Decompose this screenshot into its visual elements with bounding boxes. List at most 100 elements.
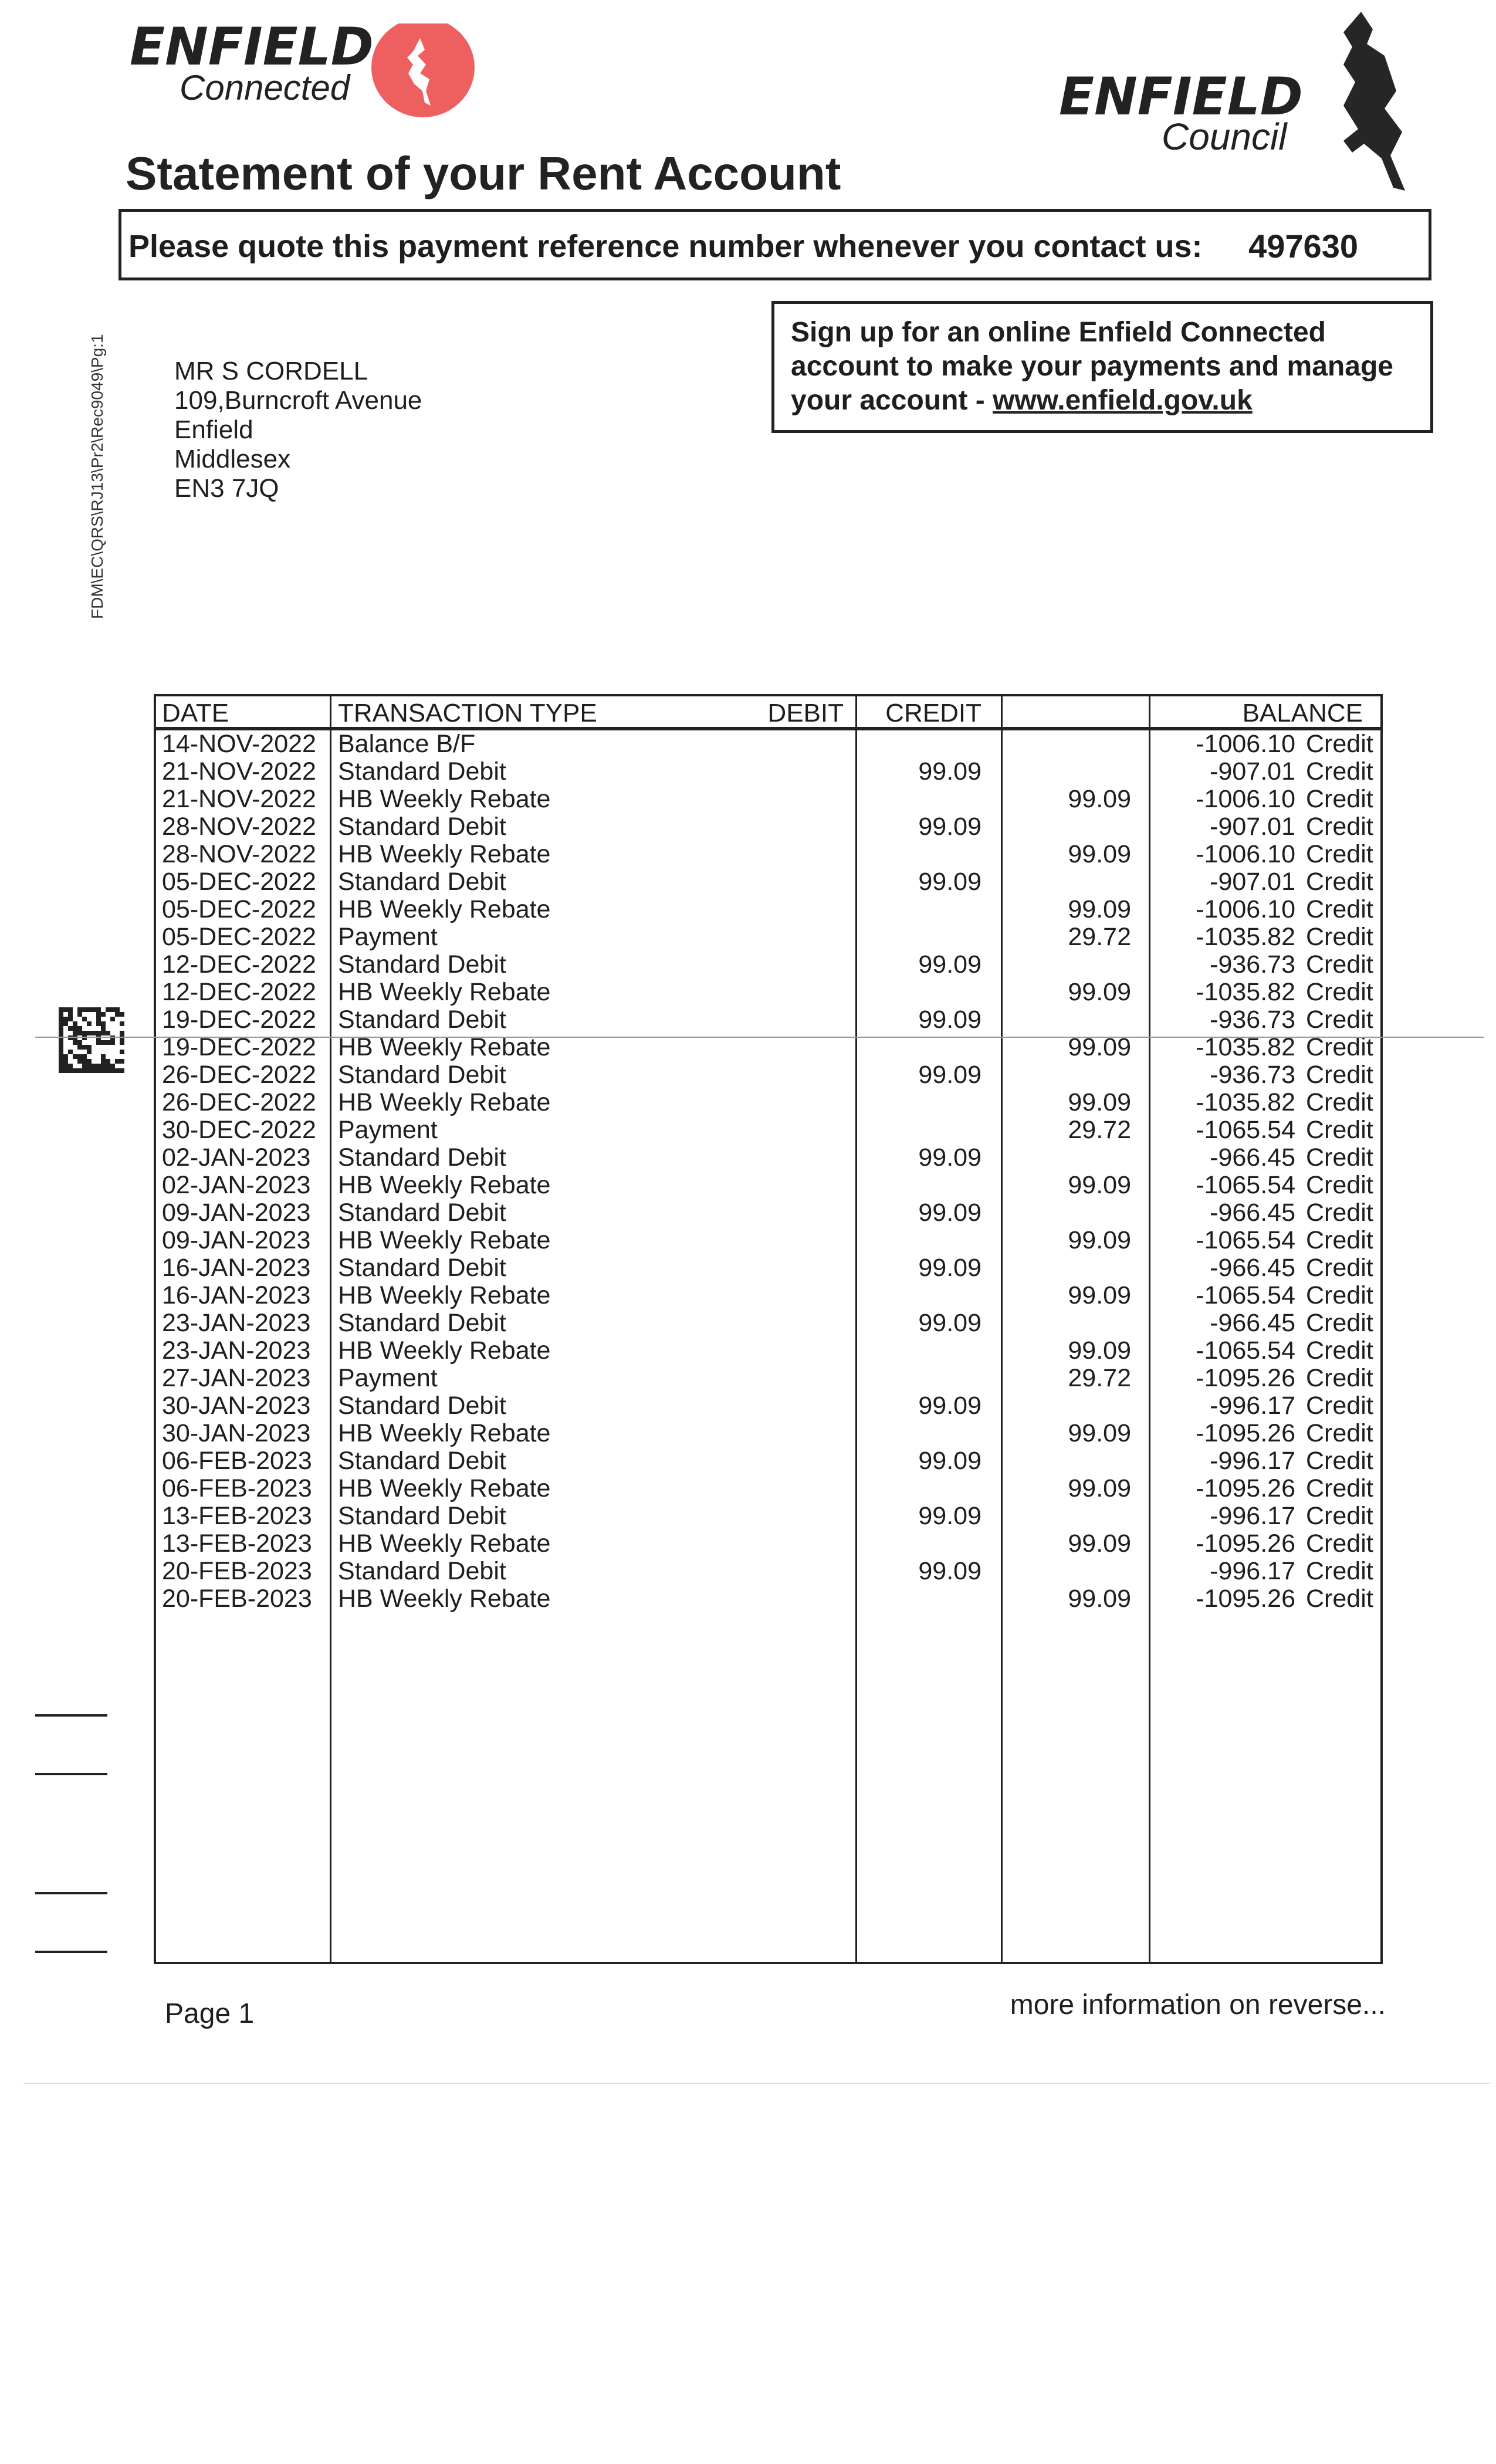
cell-date: 23-JAN-2023 [162, 1309, 311, 1337]
cell-suffix: Credit [1306, 1447, 1373, 1475]
svg-text:ENFIELD: ENFIELD [130, 23, 374, 77]
header-balance: BALANCE [1242, 699, 1363, 727]
cell-date: 02-JAN-2023 [162, 1171, 311, 1199]
signup-text: Sign up for an online Enfield Connected … [791, 317, 1393, 416]
cell-credit: 99.09 [1068, 1171, 1131, 1199]
cell-suffix: Credit [1306, 1171, 1373, 1199]
cell-balance: -1095.26 [1196, 1529, 1295, 1558]
header-credit: CREDIT [885, 699, 981, 727]
cell-date: 13-FEB-2023 [162, 1529, 312, 1558]
cell-type: Payment [338, 923, 438, 951]
cell-type: HB Weekly Rebate [338, 895, 551, 923]
table-row: 20-FEB-2023 Standard Debit 99.09 -996.17 Cre… [156, 1558, 1380, 1585]
cell-balance: -1035.82 [1196, 1033, 1295, 1061]
cell-type: Standard Debit [338, 1254, 506, 1282]
document-code: FDM\EC\QRS\RJ13\Pr2\Rec9049\Pg:1 [88, 334, 106, 619]
cell-credit: 29.72 [1068, 1116, 1131, 1144]
cell-balance: -1006.10 [1196, 840, 1295, 868]
cell-type: Standard Debit [338, 1502, 506, 1530]
cell-debit: 99.09 [918, 1392, 981, 1420]
cell-credit: 99.09 [1068, 1585, 1131, 1613]
cell-type: Balance B/F [338, 730, 476, 758]
cell-suffix: Credit [1306, 730, 1373, 758]
cell-type: Standard Debit [338, 813, 506, 841]
cell-type: HB Weekly Rebate [338, 1281, 551, 1309]
cell-credit: 99.09 [1068, 1474, 1131, 1502]
cell-date: 27-JAN-2023 [162, 1364, 311, 1392]
cell-balance: -1035.82 [1196, 978, 1295, 1006]
table-header: DATE TRANSACTION TYPE DEBIT CREDIT BALAN… [156, 696, 1380, 730]
cell-suffix: Credit [1306, 1309, 1373, 1337]
cell-credit: 29.72 [1068, 923, 1131, 951]
cell-type: HB Weekly Rebate [338, 1088, 551, 1116]
cell-credit: 99.09 [1068, 1033, 1131, 1061]
cell-type: Standard Debit [338, 868, 506, 896]
cell-debit: 99.09 [918, 1199, 981, 1227]
cell-date: 06-FEB-2023 [162, 1447, 312, 1475]
page-number: Page 1 [165, 1998, 255, 2029]
cell-type: HB Weekly Rebate [338, 1171, 551, 1199]
cell-date: 16-JAN-2023 [162, 1254, 311, 1282]
reference-label: Please quote this payment reference numb… [128, 229, 1203, 264]
cell-type: HB Weekly Rebate [338, 1336, 551, 1365]
cell-suffix: Credit [1306, 978, 1373, 1006]
table-row: 28-NOV-2022 Standard Debit 99.09 -907.01 Cre… [156, 813, 1380, 841]
cell-balance: -996.17 [1210, 1392, 1295, 1420]
cell-type: Standard Debit [338, 1447, 506, 1475]
cell-type: Standard Debit [338, 1199, 506, 1227]
cell-credit: 99.09 [1068, 1529, 1131, 1558]
cell-suffix: Credit [1306, 1226, 1373, 1254]
table-row: 28-NOV-2022 HB Weekly Rebate 99.09 -1006.10… [156, 841, 1380, 868]
cell-debit: 99.09 [918, 813, 981, 841]
cell-date: 28-NOV-2022 [162, 813, 316, 841]
cell-date: 21-NOV-2022 [162, 757, 316, 786]
address-line: MR S CORDELL [174, 357, 368, 385]
cell-type: Standard Debit [338, 1392, 506, 1420]
cell-type: HB Weekly Rebate [338, 1226, 551, 1254]
table-row: 05-DEC-2022 Payment 29.72 -1035.82 Credit [156, 923, 1380, 951]
cell-date: 12-DEC-2022 [162, 950, 316, 979]
cell-debit: 99.09 [918, 1006, 981, 1034]
table-row: 05-DEC-2022 HB Weekly Rebate 99.09 -1006.10… [156, 896, 1380, 923]
page-title: Statement of your Rent Account [126, 147, 841, 199]
table-row: 19-DEC-2022 Standard Debit 99.09 -936.73 Cre… [156, 1006, 1380, 1034]
cell-type: Standard Debit [338, 950, 506, 979]
cell-suffix: Credit [1306, 1281, 1373, 1309]
table-row: 23-JAN-2023 Standard Debit 99.09 -966.45 Cre… [156, 1309, 1380, 1337]
cell-balance: -1065.54 [1196, 1336, 1295, 1365]
table-row: 05-DEC-2022 Standard Debit 99.09 -907.01 Cre… [156, 868, 1380, 896]
cell-balance: -936.73 [1210, 1006, 1295, 1034]
cell-credit: 99.09 [1068, 1336, 1131, 1365]
cell-suffix: Credit [1306, 923, 1373, 951]
website-link[interactable]: www.enfield.gov.uk [993, 385, 1253, 416]
table-row: 16-JAN-2023 Standard Debit 99.09 -966.45 Cre… [156, 1254, 1380, 1282]
cell-date: 06-FEB-2023 [162, 1474, 312, 1502]
cell-suffix: Credit [1306, 868, 1373, 896]
cell-suffix: Credit [1306, 1557, 1373, 1585]
cell-balance: -1095.26 [1196, 1585, 1295, 1613]
cell-balance: -1006.10 [1196, 895, 1295, 923]
cell-type: HB Weekly Rebate [338, 785, 551, 813]
cell-date: 05-DEC-2022 [162, 895, 316, 923]
cell-date: 02-JAN-2023 [162, 1143, 311, 1172]
cell-credit: 99.09 [1068, 895, 1131, 923]
fold-mark [35, 1951, 107, 1953]
cell-balance: -1065.54 [1196, 1226, 1295, 1254]
cell-date: 09-JAN-2023 [162, 1199, 311, 1227]
cell-date: 30-DEC-2022 [162, 1116, 316, 1144]
table-row: 02-JAN-2023 HB Weekly Rebate 99.09 -1065.54… [156, 1172, 1380, 1199]
cell-credit: 99.09 [1068, 1088, 1131, 1116]
cell-balance: -996.17 [1210, 1447, 1295, 1475]
cell-suffix: Credit [1306, 1392, 1373, 1420]
cell-date: 16-JAN-2023 [162, 1281, 311, 1309]
cell-date: 30-JAN-2023 [162, 1392, 311, 1420]
cell-type: HB Weekly Rebate [338, 1033, 551, 1061]
payment-reference-box: Please quote this payment reference numb… [119, 209, 1431, 280]
cell-date: 20-FEB-2023 [162, 1585, 312, 1613]
fold-mark [35, 1773, 107, 1775]
cell-suffix: Credit [1306, 1006, 1373, 1034]
recipient-address: MR S CORDELL 109,Burncroft Avenue Enfiel… [174, 357, 422, 503]
cell-credit: 99.09 [1068, 1419, 1131, 1447]
cell-date: 19-DEC-2022 [162, 1033, 316, 1061]
cell-balance: -1095.26 [1196, 1419, 1295, 1447]
